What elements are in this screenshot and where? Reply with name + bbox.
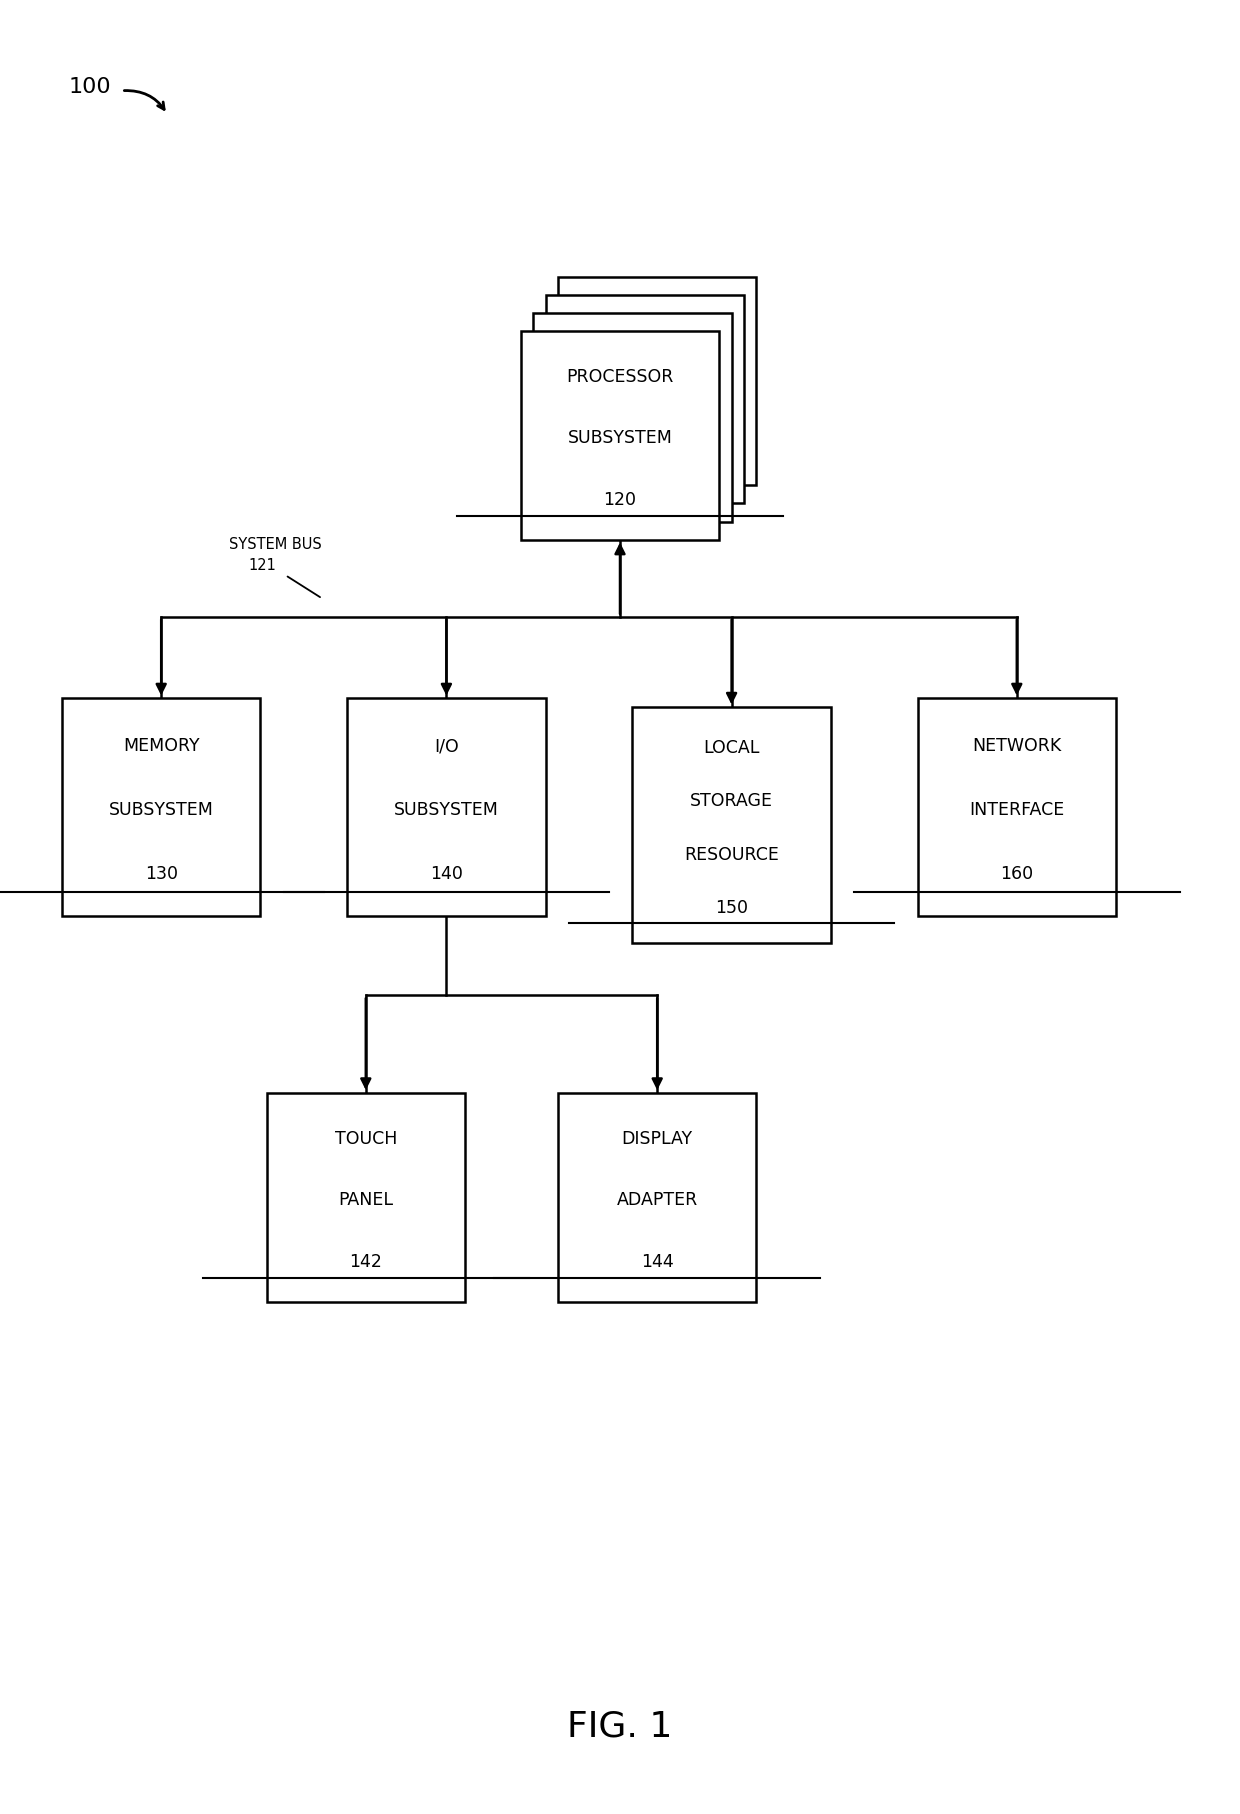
- Text: PANEL: PANEL: [339, 1192, 393, 1210]
- Bar: [918, 698, 1116, 916]
- Text: SUBSYSTEM: SUBSYSTEM: [109, 802, 213, 820]
- Text: 140: 140: [430, 865, 463, 883]
- Text: 120: 120: [604, 492, 636, 508]
- Text: SUBSYSTEM: SUBSYSTEM: [568, 430, 672, 448]
- Text: 160: 160: [1001, 865, 1033, 883]
- Text: FIG. 1: FIG. 1: [568, 1711, 672, 1743]
- Bar: [347, 698, 546, 916]
- Text: MEMORY: MEMORY: [123, 738, 200, 755]
- Bar: [632, 707, 831, 943]
- Text: PROCESSOR: PROCESSOR: [567, 368, 673, 386]
- Text: ADAPTER: ADAPTER: [616, 1192, 698, 1210]
- Text: 142: 142: [350, 1253, 382, 1270]
- Text: TOUCH: TOUCH: [335, 1130, 397, 1148]
- Text: 130: 130: [145, 865, 177, 883]
- Bar: [546, 296, 744, 502]
- Bar: [558, 1092, 756, 1302]
- Bar: [558, 276, 756, 484]
- Text: I/O: I/O: [434, 738, 459, 755]
- Bar: [267, 1092, 465, 1302]
- Text: SYSTEM BUS: SYSTEM BUS: [229, 537, 322, 551]
- Text: STORAGE: STORAGE: [691, 793, 773, 811]
- Text: LOCAL: LOCAL: [703, 738, 760, 756]
- Text: 121: 121: [248, 559, 275, 573]
- Bar: [62, 698, 260, 916]
- Text: INTERFACE: INTERFACE: [970, 802, 1064, 820]
- Bar: [521, 330, 719, 541]
- Text: RESOURCE: RESOURCE: [684, 845, 779, 863]
- Text: 100: 100: [68, 76, 110, 98]
- Text: DISPLAY: DISPLAY: [621, 1130, 693, 1148]
- Bar: [533, 312, 732, 521]
- Text: 144: 144: [641, 1253, 673, 1270]
- Text: NETWORK: NETWORK: [972, 738, 1061, 755]
- Text: 150: 150: [715, 900, 748, 918]
- Text: SUBSYSTEM: SUBSYSTEM: [394, 802, 498, 820]
